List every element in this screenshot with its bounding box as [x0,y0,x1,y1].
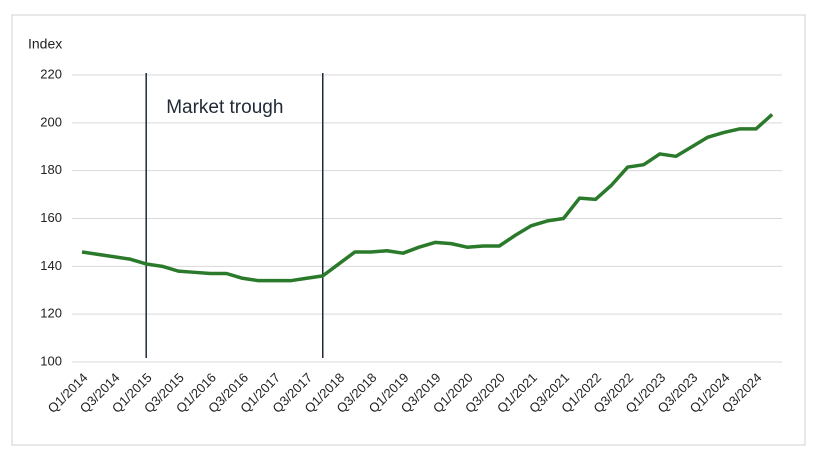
y-tick-label: 220 [40,66,62,81]
y-tick-label: 120 [40,306,62,321]
y-tick-label: 140 [40,258,62,273]
y-axis-label: Index [28,36,62,52]
y-tick-label: 160 [40,210,62,225]
chart-frame [11,14,806,446]
annotation-text: Market trough [166,97,283,118]
y-tick-label: 200 [40,114,62,129]
data-line [81,113,774,283]
y-tick-label: 180 [40,162,62,177]
y-tick-label: 100 [40,353,62,368]
